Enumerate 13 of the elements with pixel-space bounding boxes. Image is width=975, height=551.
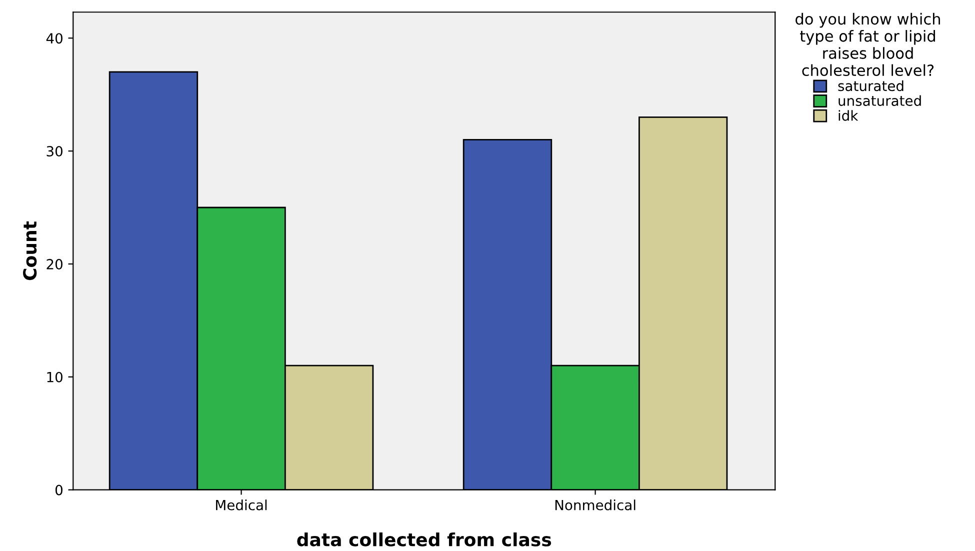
legend-label: idk xyxy=(838,110,858,121)
y-tick-label: 20 xyxy=(46,258,62,270)
x-axis-title: data collected from class xyxy=(297,532,552,546)
x-tick-label: Nonmedical xyxy=(555,500,636,510)
x-tick-label: Medical xyxy=(216,500,267,510)
y-tick-label: 40 xyxy=(46,33,62,44)
y-tick-label: 30 xyxy=(46,146,62,157)
legend-label: saturated xyxy=(838,80,904,92)
legend-title: do you know which type of fat or lipid raises blood cholesterol level? xyxy=(796,12,940,76)
y-tick-label: 10 xyxy=(47,372,62,382)
y-axis-title: Count xyxy=(23,221,37,280)
legend-label: unsaturated xyxy=(838,95,921,106)
y-tick-label: 0 xyxy=(55,484,62,496)
